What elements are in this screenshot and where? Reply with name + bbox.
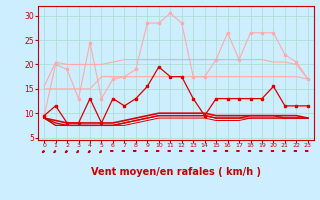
X-axis label: Vent moyen/en rafales ( km/h ): Vent moyen/en rafales ( km/h )	[91, 167, 261, 177]
